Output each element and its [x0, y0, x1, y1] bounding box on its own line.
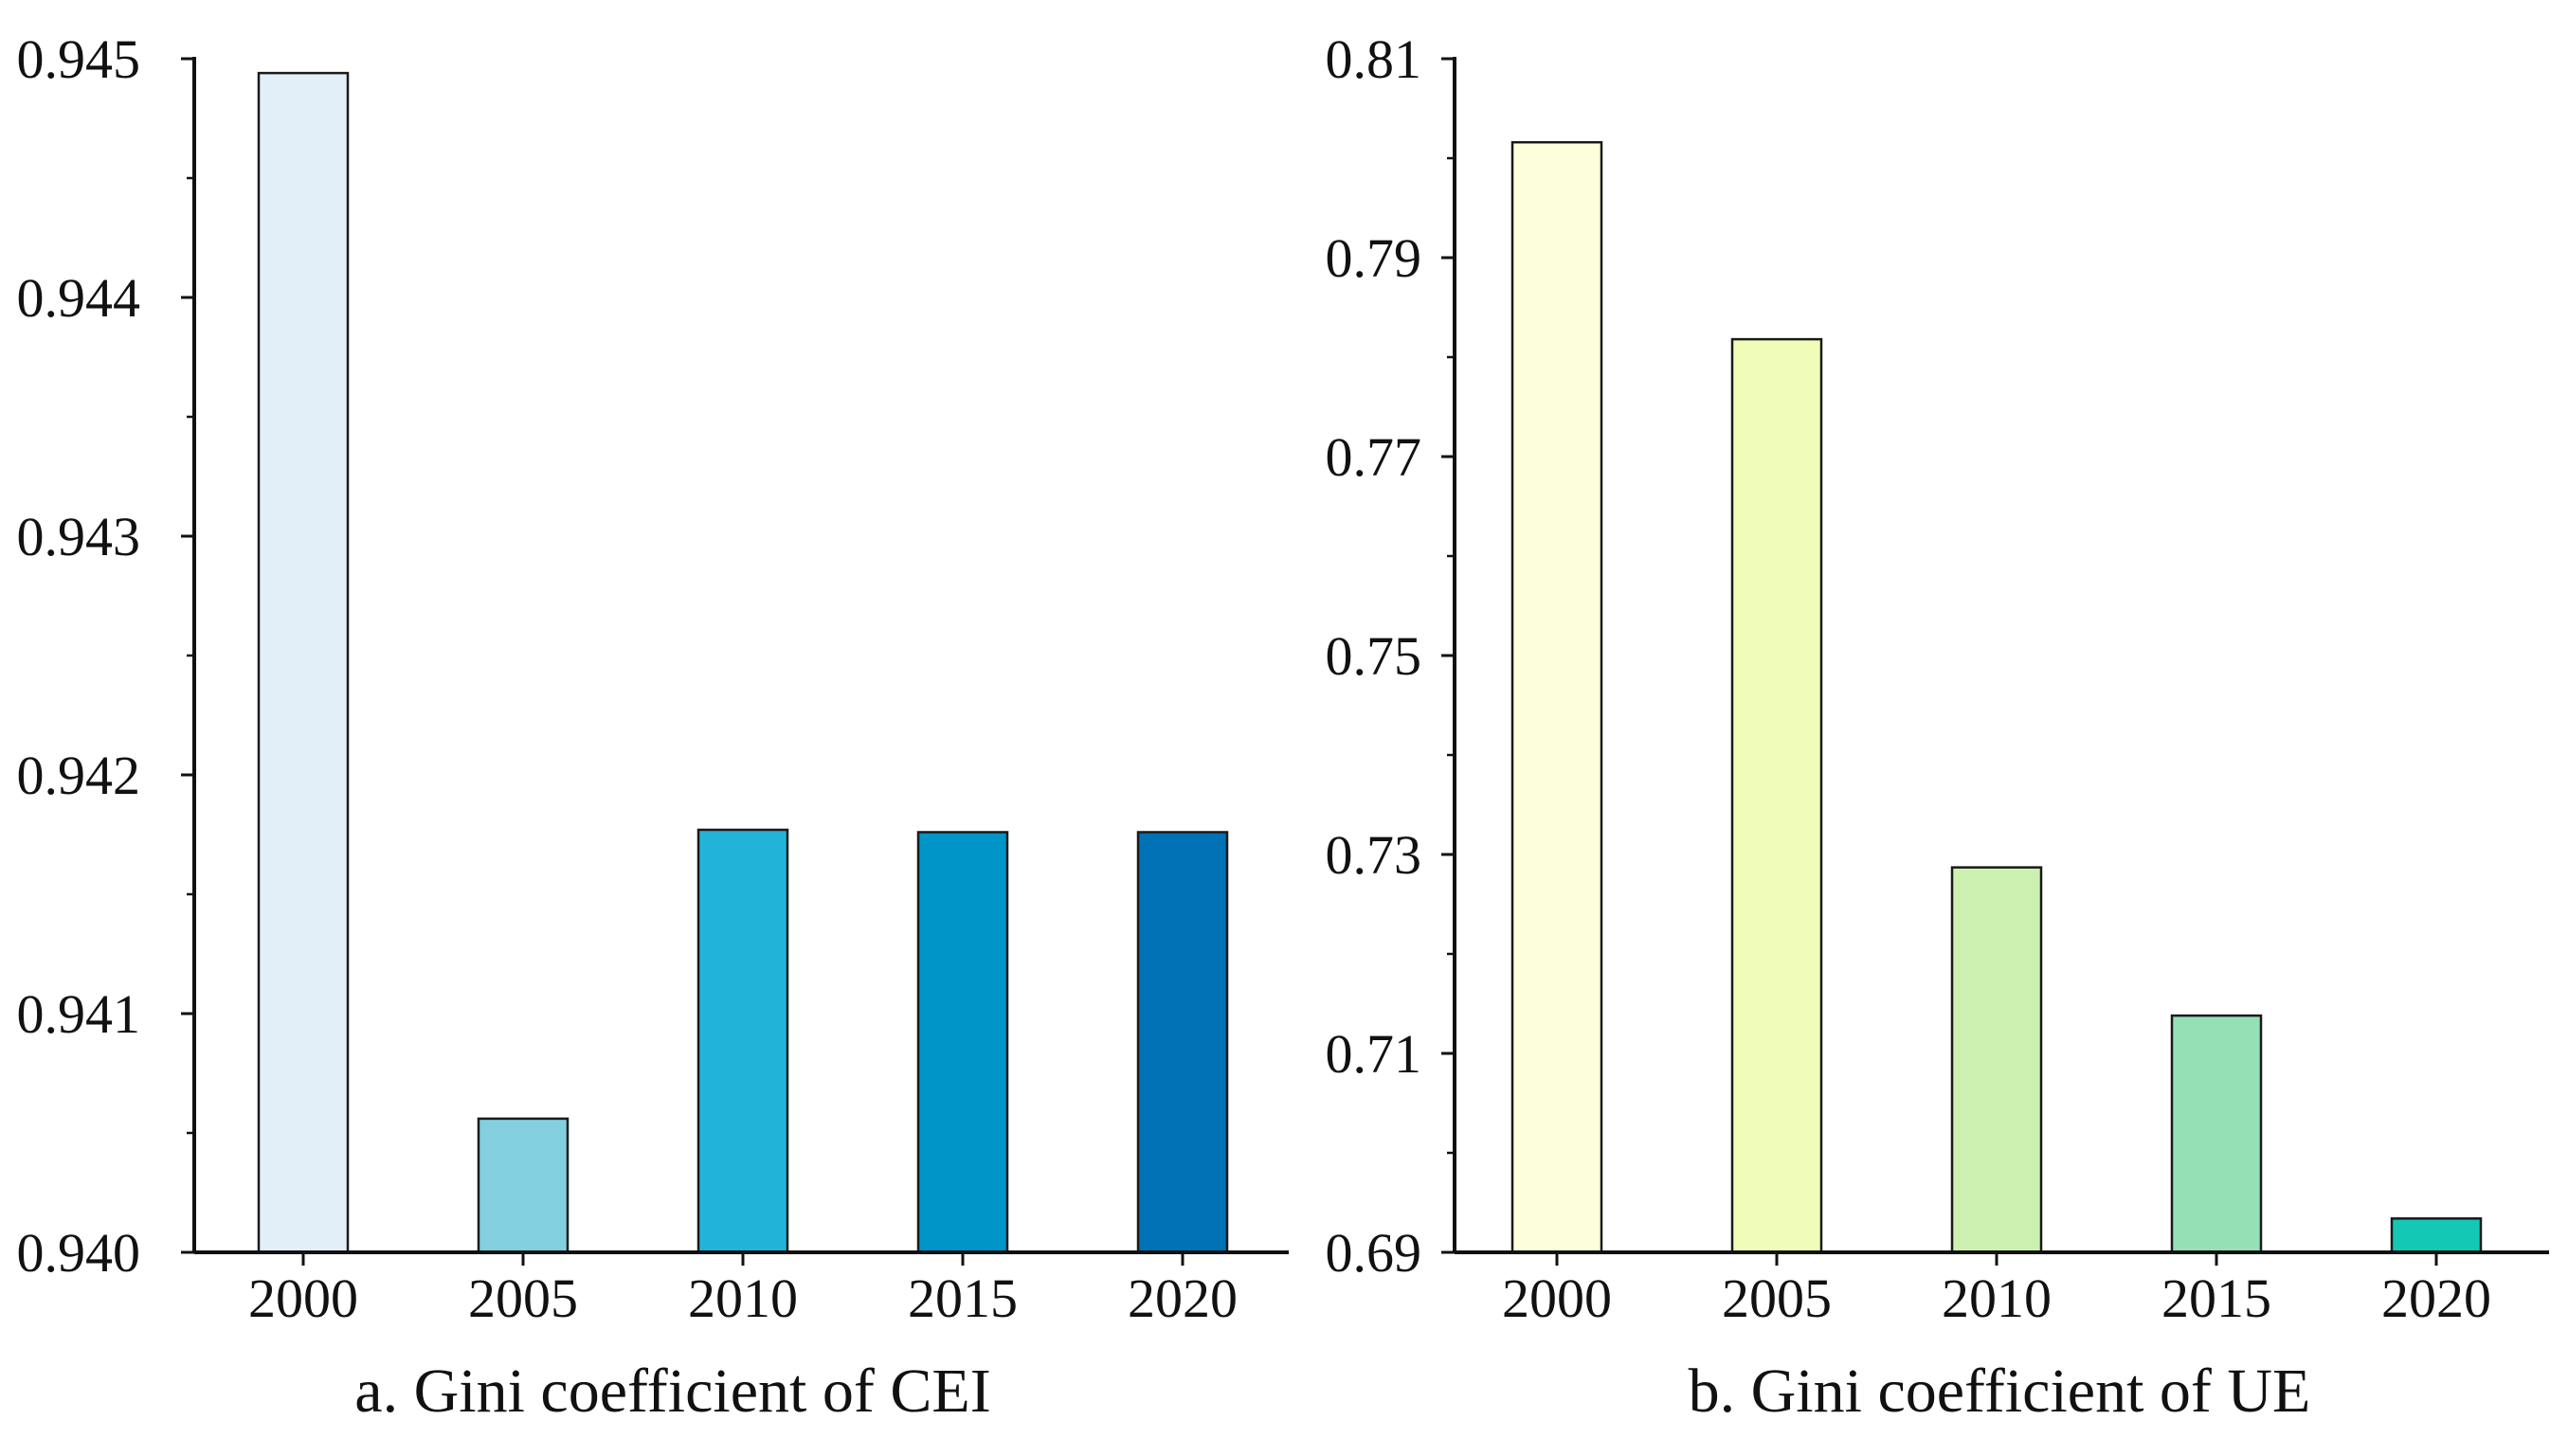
cei-x-tick-label: 2010: [688, 1267, 798, 1329]
panel-b-gini-ue: 0.69 0.71 0.73 0.75 0.77 0.79 0.81 2000 2005 2010…: [1326, 28, 2549, 1426]
cei-y-tick-label: 0.945: [17, 28, 141, 90]
ue-y-tick-label: 0.75: [1326, 625, 1422, 687]
ue-bar-2020: [2390, 1217, 2483, 1254]
ue-y-tick-label: 0.77: [1326, 426, 1422, 488]
cei-x-tick-label: 2020: [1128, 1267, 1238, 1329]
cei-y-tick-label: 0.940: [17, 1222, 141, 1284]
cei-x-tick-label: 2005: [468, 1267, 578, 1329]
ue-bar-2015: [2170, 1014, 2263, 1254]
cei-y-tick-label: 0.941: [17, 983, 141, 1045]
cei-bar-2010: [696, 828, 789, 1254]
ue-x-tick-label: 2020: [2381, 1267, 2491, 1329]
ue-x-tick-label: 2015: [2161, 1267, 2271, 1329]
cei-bar-2015: [916, 831, 1009, 1254]
cei-x-tick-label: 2000: [248, 1267, 358, 1329]
cei-y-tick-label: 0.942: [17, 745, 141, 806]
cei-y-tick-label: 0.943: [17, 506, 141, 567]
cei-panel-caption: a. Gini coefficient of CEI: [354, 1357, 990, 1426]
ue-bar-2000: [1510, 140, 1603, 1254]
panel-a-gini-cei: 0.940 0.941 0.942 0.943 0.944 0.945 2000 2005 20…: [17, 28, 1289, 1426]
ue-x-tick-label: 2010: [1942, 1267, 2052, 1329]
ue-y-tick-label: 0.71: [1326, 1023, 1422, 1085]
ue-x-tick-label: 2005: [1722, 1267, 1832, 1329]
ue-y-tick-label: 0.69: [1326, 1222, 1422, 1284]
cei-y-tick-label: 0.944: [17, 267, 141, 329]
ue-panel-caption: b. Gini coefficient of UE: [1689, 1357, 2311, 1426]
cei-bar-2020: [1136, 831, 1229, 1254]
ue-y-tick-label: 0.81: [1326, 28, 1422, 90]
ue-x-tick-label: 2000: [1502, 1267, 1612, 1329]
cei-bar-2005: [477, 1117, 570, 1254]
ue-y-tick-label: 0.73: [1326, 824, 1422, 886]
ue-bar-2005: [1730, 337, 1823, 1254]
ue-y-tick-label: 0.79: [1326, 227, 1422, 289]
ue-bar-2010: [1950, 866, 2043, 1254]
cei-bar-2000: [257, 71, 350, 1254]
cei-x-tick-label: 2015: [908, 1267, 1018, 1329]
